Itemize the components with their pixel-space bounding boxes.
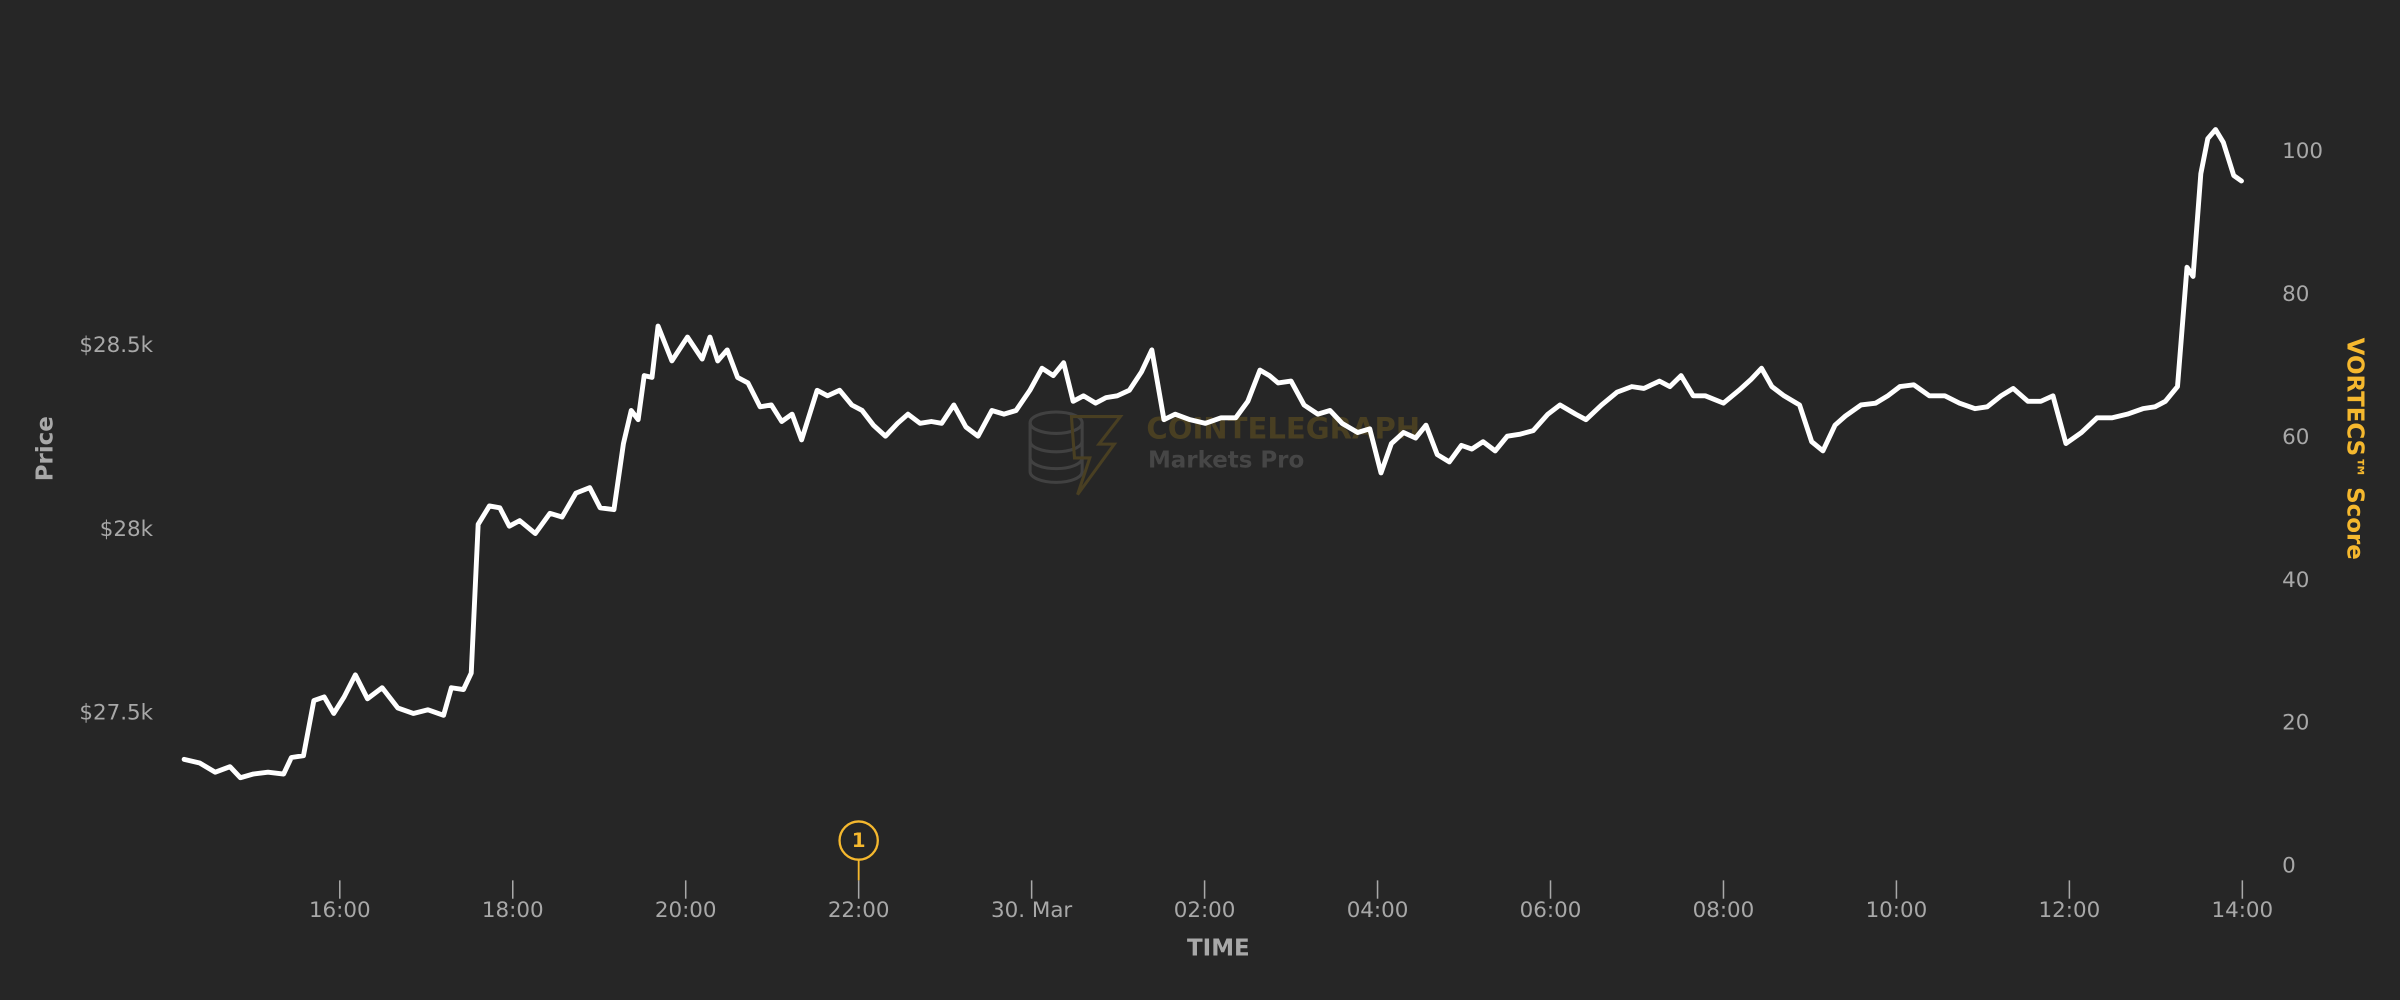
x-tick-label: 20:00 bbox=[655, 898, 717, 923]
x-tick-label: 04:00 bbox=[1347, 898, 1409, 923]
y2-tick-label: 40 bbox=[2282, 568, 2309, 593]
x-tick-label: 12:00 bbox=[2039, 898, 2101, 923]
y2-tick-label: 80 bbox=[2282, 282, 2309, 307]
y2-tick-label: 20 bbox=[2282, 711, 2309, 736]
x-tick-label: 08:00 bbox=[1693, 898, 1755, 923]
x-tick-label: 06:00 bbox=[1520, 898, 1582, 923]
y2-tick-label: 0 bbox=[2282, 854, 2296, 879]
watermark: COINTELEGRAPH Markets Pro bbox=[1028, 410, 1420, 496]
x-tick-label: 18:00 bbox=[482, 898, 544, 923]
x-tick-label: 30. Mar bbox=[991, 898, 1072, 923]
x-tick-label: 02:00 bbox=[1174, 898, 1236, 923]
y-tick-label: $27.5k bbox=[79, 700, 153, 725]
x-axis-title: TIME bbox=[1187, 936, 1250, 962]
y2-axis-title: VORTECS™ Score bbox=[2342, 338, 2368, 560]
watermark-subtitle: Markets Pro bbox=[1148, 447, 1304, 473]
price-line bbox=[181, 127, 2244, 781]
y-axis-title: Price bbox=[32, 416, 58, 481]
x-tick-label: 22:00 bbox=[828, 898, 890, 923]
annotation-label: 1 bbox=[852, 829, 866, 852]
annotation: 1 bbox=[838, 820, 879, 881]
x-tick-label: 16:00 bbox=[309, 898, 371, 923]
x-tick-label: 10:00 bbox=[1866, 898, 1928, 923]
y2-tick-label: 100 bbox=[2282, 139, 2323, 164]
annotation-marker bbox=[838, 820, 879, 861]
x-tick-label: 14:00 bbox=[2211, 898, 2273, 923]
y2-tick-label: 60 bbox=[2282, 425, 2309, 450]
y-tick-label: $28.5k bbox=[79, 333, 153, 358]
y-tick-label: $28k bbox=[100, 517, 154, 542]
watermark-logo bbox=[1028, 410, 1124, 496]
